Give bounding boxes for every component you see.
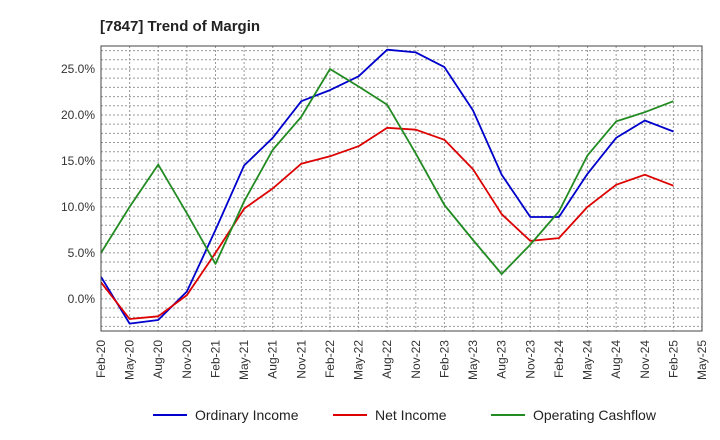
x-tick-label: Feb-21 — [208, 340, 222, 378]
x-tick-label: Feb-23 — [437, 340, 451, 378]
plot-area — [100, 45, 703, 332]
legend-label-operating-cashflow: Operating Cashflow — [533, 407, 657, 423]
x-tick-label: May-21 — [237, 340, 251, 380]
y-tick-label: 0.0% — [68, 292, 96, 306]
x-tick-label: Feb-22 — [323, 340, 337, 378]
legend-label-net-income: Net Income — [375, 407, 447, 423]
x-tick-label: May-24 — [581, 340, 595, 380]
legend-label-ordinary-income: Ordinary Income — [195, 407, 299, 423]
x-axis: Feb-20 May-20 Aug-20 Nov-20 Feb-21 May-21 Aug-… — [94, 340, 709, 380]
series-line-net-income — [100, 126, 674, 320]
x-tick-label: Aug-24 — [609, 340, 623, 379]
x-tick-label: May-20 — [123, 340, 137, 380]
y-tick-label: 10.0% — [61, 200, 95, 214]
y-axis: 0.0% 5.0% 10.0% 15.0% 20.0% 25.0% — [61, 62, 95, 306]
chart-title: [7847] Trend of Margin — [100, 18, 260, 35]
x-tick-label: Feb-24 — [552, 340, 566, 378]
series-line-ordinary-income — [100, 48, 674, 325]
legend: Ordinary Income Net Income Operating Cashf… — [153, 407, 657, 423]
x-tick-label: Feb-25 — [666, 340, 680, 378]
y-tick-label: 5.0% — [68, 246, 96, 260]
x-tick-label: Nov-24 — [638, 340, 652, 379]
x-tick-label: Feb-20 — [94, 340, 108, 378]
series-line-operating-cashflow — [100, 68, 674, 275]
x-tick-label: Aug-20 — [151, 340, 165, 379]
series-lines — [100, 48, 674, 325]
x-tick-label: Nov-22 — [409, 340, 423, 379]
y-tick-label: 25.0% — [61, 62, 95, 76]
y-tick-label: 15.0% — [61, 154, 95, 168]
x-tick-label: May-22 — [352, 340, 366, 380]
x-tick-label: May-23 — [466, 340, 480, 380]
x-tick-label: May-25 — [695, 340, 709, 380]
x-tick-label: Aug-23 — [495, 340, 509, 379]
x-tick-label: Nov-20 — [180, 340, 194, 379]
x-tick-label: Nov-21 — [294, 340, 308, 379]
x-tick-label: Nov-23 — [523, 340, 537, 379]
y-tick-label: 20.0% — [61, 108, 95, 122]
x-tick-label: Aug-21 — [266, 340, 280, 379]
x-tick-label: Aug-22 — [380, 340, 394, 379]
